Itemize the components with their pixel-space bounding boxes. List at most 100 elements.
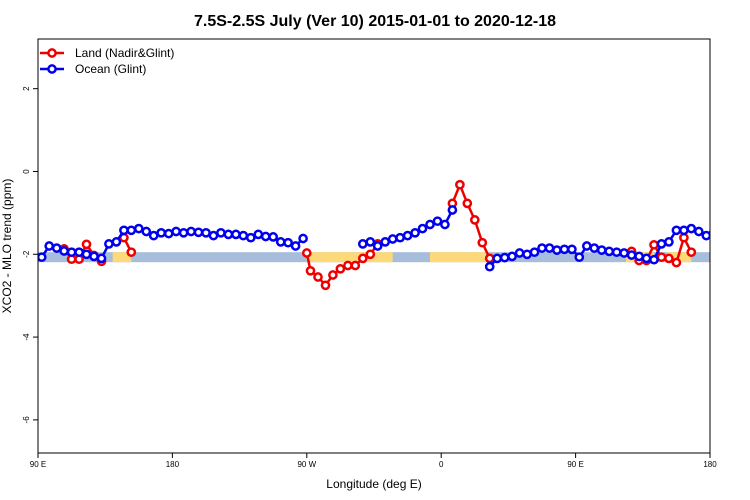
data-point [328, 270, 338, 280]
legend-marker [47, 48, 57, 58]
data-point [537, 243, 547, 253]
data-point [417, 223, 428, 234]
data-point [574, 252, 585, 263]
y-tick-label: -4 [22, 333, 31, 341]
data-point [469, 215, 480, 225]
data-point [111, 237, 122, 247]
legend-marker [47, 64, 57, 74]
data-point [193, 227, 204, 238]
data-point [283, 237, 293, 248]
data-point [44, 241, 55, 251]
data-point [626, 250, 637, 260]
data-point [372, 241, 383, 251]
data-point [313, 272, 323, 282]
x-tick-label: 180 [166, 460, 180, 469]
data-point [238, 230, 249, 241]
data-point [208, 230, 219, 241]
data-point [402, 230, 413, 241]
data-point [410, 227, 420, 238]
y-tick-label: -6 [22, 416, 31, 424]
data-point [604, 246, 615, 257]
data-point [81, 239, 92, 250]
x-tick-label: 90 E [567, 460, 583, 469]
data-point [522, 249, 532, 260]
data-point [216, 227, 226, 238]
data-point [119, 225, 129, 236]
data-point [357, 253, 368, 264]
data-point [641, 253, 652, 264]
data-point [477, 237, 488, 248]
data-point [387, 234, 398, 244]
data-point [492, 253, 503, 264]
data-point [679, 225, 689, 236]
data-point [178, 227, 189, 238]
data-point [679, 232, 689, 243]
data-point [462, 198, 473, 209]
x-axis: 90 E 180 90 W 0 90 E 180 [30, 453, 717, 469]
x-tick-label: 180 [703, 460, 717, 469]
data-point [290, 241, 301, 251]
data-point [544, 243, 555, 253]
data-point [649, 254, 659, 265]
data-point [484, 253, 495, 264]
data-point [559, 244, 570, 255]
data-point [59, 246, 69, 256]
data-point [395, 232, 405, 243]
data-point [380, 237, 391, 247]
data-point [514, 248, 525, 258]
data-point [156, 227, 167, 238]
data-point [425, 219, 435, 230]
data-point [671, 257, 682, 268]
data-point [552, 245, 562, 255]
legend-item: Ocean (Glint) [40, 62, 146, 76]
data-point [253, 229, 264, 240]
data-point [186, 226, 196, 237]
data-point [733, 229, 740, 236]
y-tick-label: 2 [22, 86, 31, 91]
data-point [350, 260, 361, 271]
data-point [529, 247, 540, 258]
x-tick-label: 0 [439, 460, 444, 469]
data-point [133, 223, 144, 234]
data-point [671, 225, 682, 236]
data-point [686, 247, 697, 258]
data-point [718, 230, 725, 237]
data-point [581, 241, 592, 251]
land-band [306, 252, 393, 263]
y-axis: 2 0 -2 -4 -6 [22, 86, 38, 424]
x-axis-label: Longitude (deg E) [326, 477, 421, 491]
series-layer [38, 179, 740, 291]
data-point [301, 248, 312, 258]
legend-label: Land (Nadir&Glint) [75, 46, 174, 60]
data-point [701, 230, 710, 241]
data-point [163, 228, 174, 239]
data-point [245, 232, 256, 243]
data-point [447, 205, 458, 215]
data-point [298, 233, 308, 244]
data-point [686, 223, 697, 234]
data-point [223, 229, 234, 240]
data-point [343, 260, 353, 271]
data-point [231, 229, 241, 240]
data-point [664, 237, 674, 247]
data-point [365, 249, 376, 260]
land-band [430, 252, 486, 263]
data-point [148, 230, 159, 241]
data-point [634, 251, 644, 262]
data-point [81, 249, 92, 260]
data-point [432, 216, 443, 227]
data-point [126, 247, 137, 258]
data-point [275, 237, 286, 247]
data-point [51, 243, 62, 253]
data-point [507, 251, 517, 262]
y-tick-label: 0 [22, 169, 31, 174]
legend-item: Land (Nadir&Glint) [40, 46, 174, 60]
data-point [440, 219, 450, 230]
data-point [725, 228, 732, 235]
data-point [38, 252, 47, 263]
data-point [104, 239, 114, 249]
plot-frame [37, 38, 711, 454]
y-tick-label: -2 [22, 250, 31, 258]
data-point [320, 280, 331, 291]
data-point [141, 226, 152, 237]
